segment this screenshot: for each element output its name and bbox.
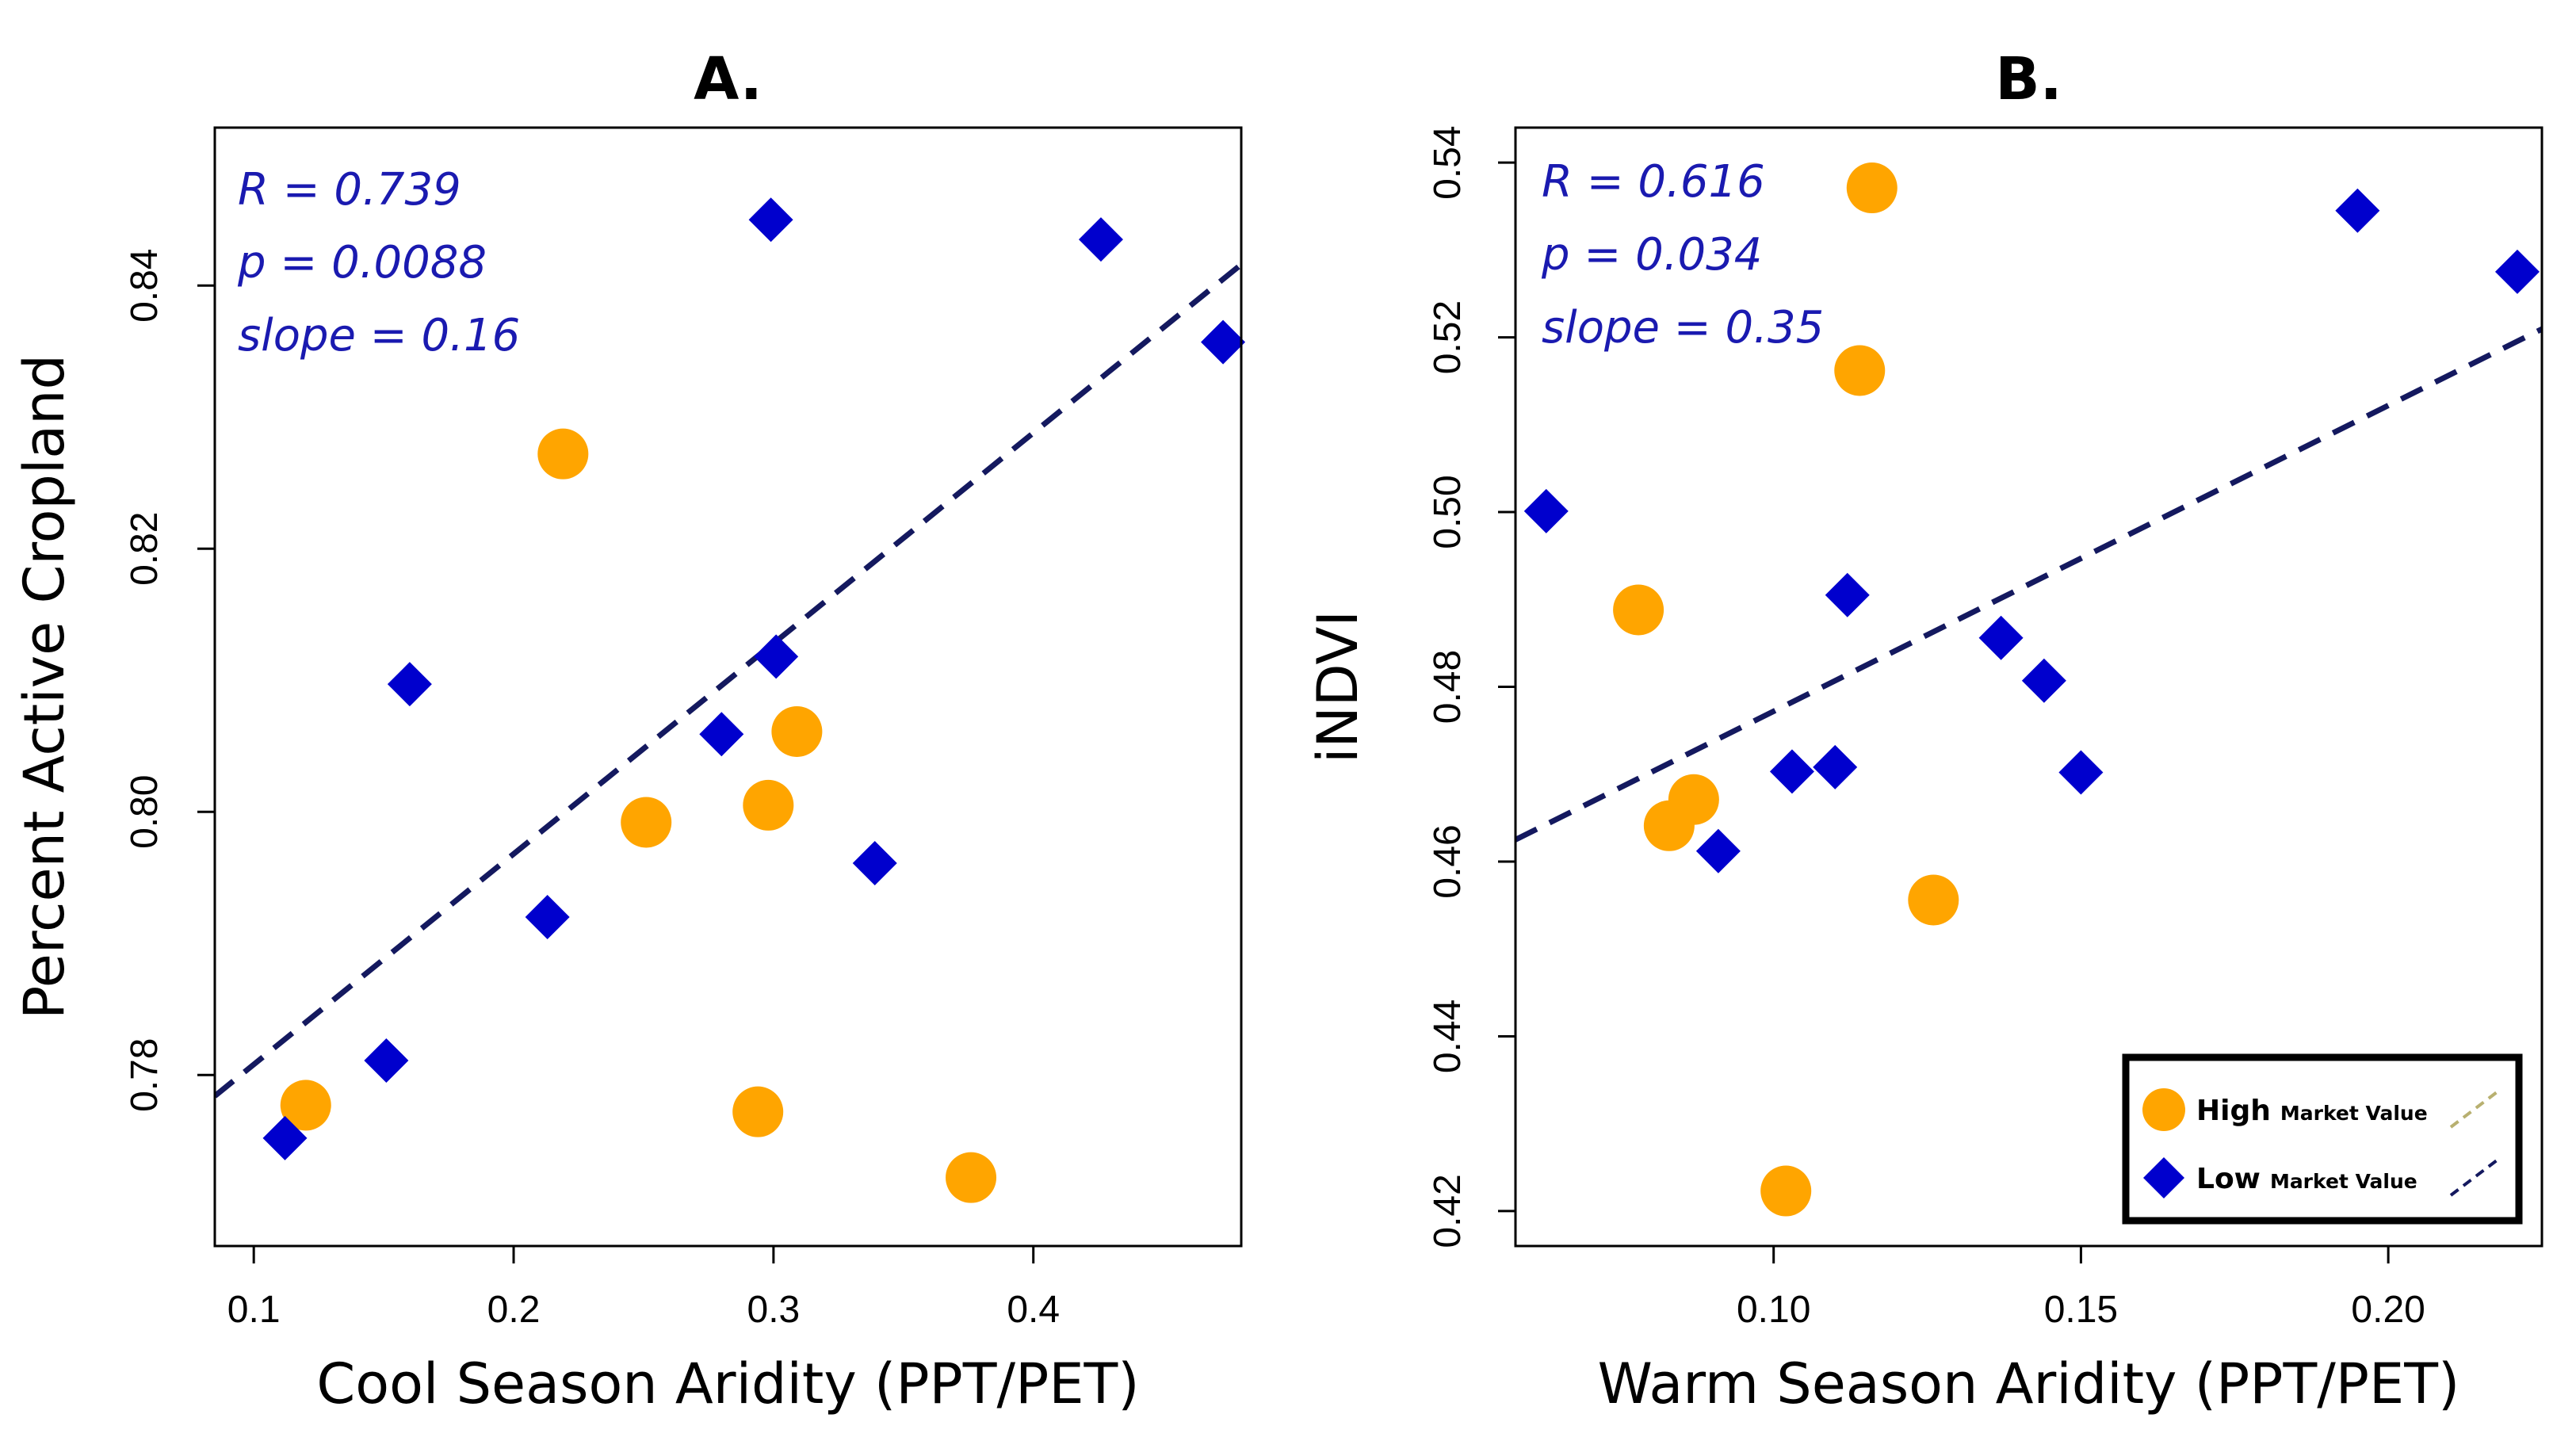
y-tick-label: 0.48: [1427, 650, 1469, 724]
low-point: [748, 197, 793, 243]
stat-annotation: slope = 0.16: [238, 310, 520, 361]
high-point: [1908, 874, 1959, 926]
trend-line: [215, 262, 1241, 1099]
high-point: [1834, 345, 1886, 396]
low-point: [1695, 828, 1741, 873]
x-tick-label: 0.10: [1737, 1289, 1810, 1331]
y-tick-label: 0.82: [124, 511, 166, 585]
low-point: [364, 1038, 409, 1083]
panel-title: A.: [694, 45, 762, 113]
y-tick-label: 0.52: [1427, 300, 1469, 374]
low-point: [1978, 615, 2024, 660]
legend-high-symbol: [2142, 1088, 2185, 1131]
high-point: [1760, 1165, 1812, 1217]
high-point: [771, 705, 823, 757]
legend-line: [2449, 1159, 2498, 1197]
trend-line: [1515, 326, 2542, 843]
y-tick-label: 0.44: [1427, 1000, 1469, 1073]
stat-annotation: p = 0.034: [1541, 229, 1762, 281]
legend-low-symbol: [2143, 1157, 2184, 1198]
low-point: [2021, 658, 2066, 703]
legend-label: High Market Value: [2196, 1095, 2428, 1127]
stat-annotation: p = 0.0088: [237, 237, 487, 289]
panel-a: A. 0.1 0.2 0.3 0.4 0.78 0.80 0.82 0.84 Cool Seaso…: [12, 45, 1246, 1416]
x-tick-label: 0.4: [1007, 1289, 1060, 1331]
low-point: [262, 1115, 308, 1160]
y-tick-label: 0.50: [1427, 475, 1469, 548]
low-point: [1825, 572, 1870, 617]
low-point: [852, 840, 897, 885]
stat-annotation: slope = 0.35: [1542, 302, 1824, 354]
high-point: [1613, 584, 1664, 636]
high-point: [1643, 800, 1695, 851]
x-axis-title: Cool Season Aridity (PPT/PET): [316, 1351, 1139, 1416]
high-point: [1846, 162, 1898, 214]
low-point: [1078, 217, 1123, 262]
high-point: [537, 428, 589, 480]
low-point: [1813, 744, 1858, 789]
legend-line: [2449, 1091, 2498, 1129]
y-axis-title: Percent Active Cropland: [12, 354, 77, 1019]
stat-annotation: R = 0.616: [1542, 156, 1765, 208]
x-tick-label: 0.20: [2351, 1289, 2425, 1331]
high-point: [732, 1086, 784, 1137]
y-tick-label: 0.42: [1427, 1174, 1469, 1248]
low-point: [2058, 750, 2104, 795]
y-tick-label: 0.80: [124, 774, 166, 848]
panel-b: B. 0.10 0.15 0.20 0.42 0.44 0.46 0.48 0.50 0.52 0.…: [1305, 45, 2544, 1416]
y-tick-label: 0.84: [124, 248, 166, 322]
legend-box: [2122, 1053, 2523, 1225]
y-tick-label: 0.54: [1427, 125, 1469, 199]
low-point: [1769, 749, 1814, 794]
low-point: [754, 634, 799, 679]
high-point: [280, 1080, 331, 1131]
low-point: [1201, 319, 1246, 365]
y-tick-label: 0.78: [124, 1038, 166, 1111]
stat-annotation: R = 0.739: [238, 164, 461, 216]
high-point: [743, 779, 794, 831]
plot-frame: [213, 126, 1243, 1248]
low-point: [2494, 249, 2540, 294]
y-axis-title: iNDVI: [1305, 610, 1370, 763]
y-tick-label: 0.46: [1427, 824, 1469, 898]
low-point: [525, 895, 570, 939]
x-tick-label: 0.3: [747, 1289, 801, 1331]
x-tick-label: 0.15: [2044, 1289, 2118, 1331]
panel-title: B.: [1995, 45, 2062, 113]
x-tick-label: 0.2: [487, 1289, 541, 1331]
high-point: [946, 1152, 997, 1203]
low-point: [1523, 488, 1569, 533]
legend: High Market Value Low Market Value: [2122, 1053, 2523, 1225]
x-axis-title: Warm Season Aridity (PPT/PET): [1598, 1351, 2460, 1416]
low-point: [2335, 188, 2380, 233]
low-point: [699, 712, 744, 757]
low-point: [387, 662, 432, 707]
legend-label: Low Market Value: [2196, 1163, 2417, 1195]
x-tick-label: 0.1: [227, 1289, 281, 1331]
high-point: [621, 797, 672, 848]
